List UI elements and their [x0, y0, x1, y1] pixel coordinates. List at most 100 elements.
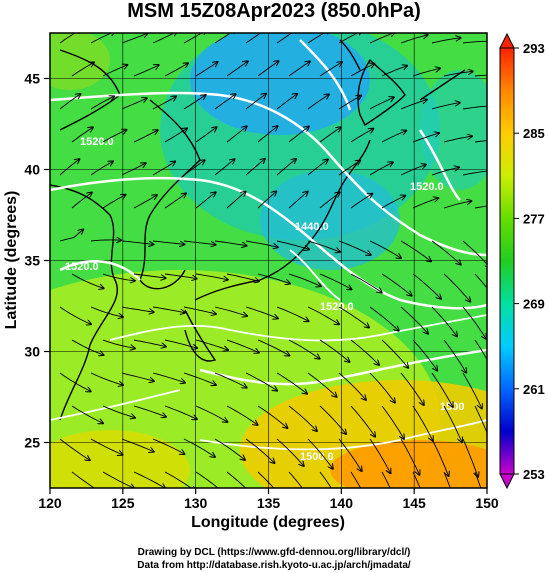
- streamline: [121, 438, 154, 452]
- streamline: [133, 130, 158, 143]
- streamline: [90, 161, 113, 176]
- wind-streamlines: [59, 33, 487, 488]
- streamline: [431, 240, 461, 265]
- streamline: [59, 306, 91, 324]
- streamline: [214, 306, 247, 316]
- streamline: [214, 94, 236, 110]
- streamline: [431, 103, 460, 110]
- streamline: [307, 160, 328, 176]
- streamline: [152, 372, 185, 383]
- streamline: [195, 405, 227, 422]
- streamline: [102, 130, 127, 143]
- streamline: [412, 405, 433, 441]
- x-tick-label: 150: [475, 495, 499, 511]
- streamline: [183, 240, 216, 245]
- streamline: [412, 471, 421, 488]
- streamline: [257, 191, 276, 209]
- hot-spot: [330, 440, 487, 488]
- x-axis-title: Longitude (degrees): [191, 514, 345, 531]
- streamline: [381, 196, 405, 209]
- streamline: [288, 127, 309, 143]
- streamline: [276, 159, 296, 176]
- streamline: [412, 198, 438, 209]
- streamline: [245, 240, 278, 247]
- streamline: [400, 306, 428, 334]
- streamline: [133, 195, 157, 209]
- streamline: [443, 71, 473, 77]
- streamline: [474, 140, 487, 143]
- colorbar-tick-label: 293: [523, 41, 545, 56]
- streamline: [183, 438, 215, 457]
- warm-region-northwest: [50, 33, 110, 90]
- streamline: [59, 159, 79, 176]
- streamline: [431, 372, 453, 407]
- contour-labels: 1520.0 1520.0 1440.0 1500.0 1520.0 1520.…: [65, 136, 464, 463]
- streamline: [319, 192, 340, 209]
- streamline: [443, 273, 470, 302]
- streamline: [350, 273, 382, 293]
- streamline: [71, 273, 104, 288]
- streamline: [431, 438, 449, 476]
- streamline: [276, 372, 307, 394]
- streamline: [474, 273, 487, 289]
- streamline: [400, 35, 428, 44]
- colorbar-tick-label: 253: [523, 467, 545, 482]
- streamline: [431, 38, 460, 44]
- streamline: [462, 240, 487, 268]
- streamline: [288, 405, 317, 431]
- y-axis: 25 30 35 40 45: [24, 71, 50, 451]
- streamline: [369, 240, 401, 258]
- streamline: [319, 62, 342, 77]
- streamline: [400, 100, 427, 110]
- streamline: [338, 161, 360, 176]
- streamline: [164, 63, 188, 77]
- streamline: [214, 159, 235, 176]
- streamline: [257, 273, 290, 284]
- streamline: [102, 405, 135, 418]
- colorbar-tick-label: 277: [523, 211, 545, 226]
- streamline: [195, 127, 217, 143]
- streamline: [307, 33, 330, 44]
- x-tick-label: 120: [38, 495, 62, 511]
- streamline: [443, 405, 462, 442]
- streamline: [183, 33, 207, 44]
- contour-line: [50, 389, 181, 421]
- streamline: [307, 306, 339, 324]
- china-coast: [50, 184, 118, 421]
- contour-label: 1520.0: [65, 261, 99, 273]
- streamline: [71, 471, 102, 488]
- streamline: [350, 339, 379, 365]
- streamline: [288, 273, 321, 286]
- credit-dcl: Drawing by DCL (https://www.gfd-dennou.o…: [137, 547, 411, 558]
- streamline: [257, 405, 287, 428]
- y-tick-label: 35: [24, 253, 40, 269]
- streamline: [288, 339, 320, 359]
- streamline: [102, 339, 135, 348]
- streamline: [350, 194, 372, 209]
- streamline: [381, 339, 408, 368]
- streamline: [369, 162, 393, 176]
- streamline: [195, 339, 228, 350]
- streamline: [152, 96, 176, 110]
- contour-label: 1500: [440, 401, 464, 413]
- streamline: [71, 193, 92, 209]
- contour-line: [109, 314, 487, 342]
- streamline: [443, 136, 472, 143]
- streamline: [102, 273, 135, 281]
- streamline: [462, 105, 487, 110]
- streamline: [338, 438, 362, 471]
- korea-coast: [139, 99, 201, 290]
- streamline: [307, 240, 340, 252]
- y-tick-label: 30: [24, 344, 40, 360]
- streamline: [338, 96, 361, 110]
- streamline: [257, 61, 279, 77]
- colorbar-max-arrow: [499, 32, 515, 49]
- streamline: [319, 339, 350, 362]
- streamline: [319, 471, 332, 488]
- colorbar-bar: [499, 47, 515, 475]
- credit-data-source: Data from http://database.rish.kyoto-u.a…: [137, 560, 411, 571]
- streamline: [133, 339, 166, 347]
- height-contours: [50, 39, 487, 386]
- streamline: [350, 64, 374, 77]
- colorbar-ticks: 253 261 269 277 285 293: [514, 41, 545, 482]
